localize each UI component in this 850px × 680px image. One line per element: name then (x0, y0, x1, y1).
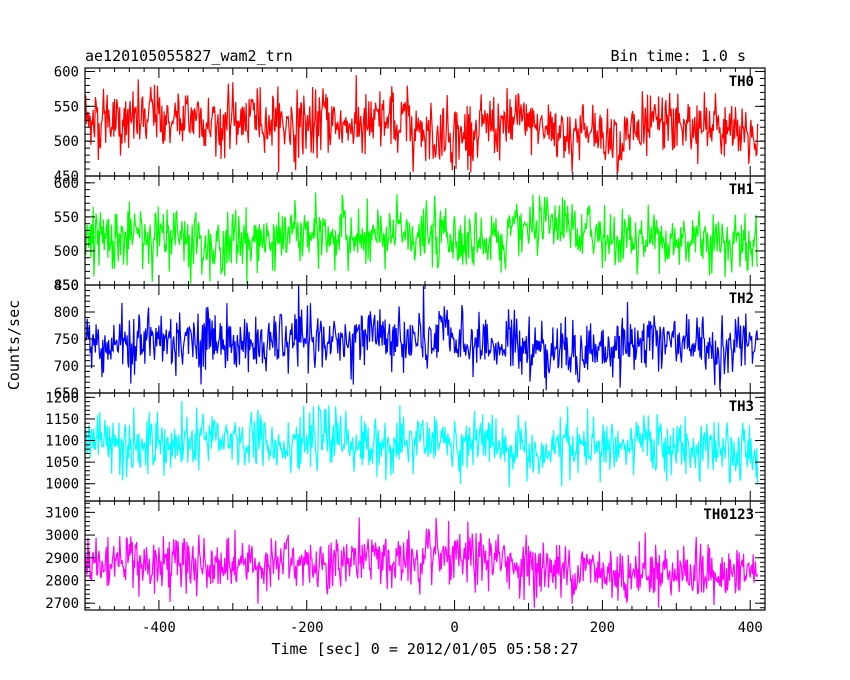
chart-title: ae120105055827_wam2_trn (85, 47, 293, 65)
y-tick-label: 2700 (45, 596, 79, 612)
y-tick-label: 1200 (45, 390, 79, 406)
y-tick-label: 1050 (45, 455, 79, 471)
panels-group: 450 500 550 600 TH0 450 500 550 600 TH1 650 700 750 8… (45, 64, 766, 612)
series-line-th0 (85, 75, 759, 173)
x-axis: -400 -200 0 200 400 (142, 620, 763, 636)
series-line-th0123 (85, 517, 759, 608)
y-tick-label: 550 (54, 210, 79, 226)
y-tick-label: 500 (54, 244, 79, 260)
x-tick-label: 400 (738, 620, 763, 636)
y-tick-label: 1150 (45, 412, 79, 428)
x-tick-label: -400 (142, 620, 176, 636)
y-tick-label: 800 (54, 305, 79, 321)
y-tick-label: 3000 (45, 528, 79, 544)
y-tick-label: 3100 (45, 505, 79, 521)
series-line-th3 (85, 400, 759, 488)
x-tick-label: 0 (450, 620, 458, 636)
series-line-th2 (85, 285, 759, 391)
y-tick-label: 600 (54, 64, 79, 80)
panel-th2: 650 700 750 800 850 TH2 (54, 278, 766, 402)
panel-th3: 1000 1050 1100 1150 1200 TH3 (45, 390, 766, 502)
y-tick-label: 2900 (45, 551, 79, 567)
panel-th1: 450 500 550 600 TH1 (54, 175, 766, 294)
x-tick-label: -200 (290, 620, 324, 636)
panel-label-th3: TH3 (729, 399, 754, 415)
y-tick-label: 1100 (45, 434, 79, 450)
panel-th0123: 2700 2800 2900 3000 3100 TH0123 (45, 500, 766, 612)
panel-label-th1: TH1 (729, 182, 754, 198)
y-tick-label: 750 (54, 332, 79, 348)
y-tick-label: 550 (54, 99, 79, 115)
panel-label-th0: TH0 (729, 74, 754, 90)
bin-time-label: Bin time: 1.0 s (611, 47, 746, 65)
y-tick-label: 650 (54, 386, 79, 402)
panel-label-th0123: TH0123 (703, 507, 754, 523)
y-tick-label: 450 (54, 278, 79, 294)
y-tick-label: 600 (54, 176, 79, 192)
y-tick-label: 850 (54, 278, 79, 294)
y-axis-label: Counts/sec (5, 300, 23, 390)
panel-label-th2: TH2 (729, 291, 754, 307)
x-axis-label: Time [sec] 0 = 2012/01/05 05:58:27 (271, 640, 578, 658)
x-tick-label: 200 (590, 620, 615, 636)
y-tick-label: 700 (54, 359, 79, 375)
panel-th0: 450 500 550 600 TH0 (54, 64, 766, 185)
y-tick-label: 500 (54, 134, 79, 150)
series-line-th1 (85, 192, 759, 284)
y-tick-label: 2800 (45, 573, 79, 589)
y-tick-label: 1000 (45, 477, 79, 493)
y-tick-label: 450 (54, 169, 79, 185)
